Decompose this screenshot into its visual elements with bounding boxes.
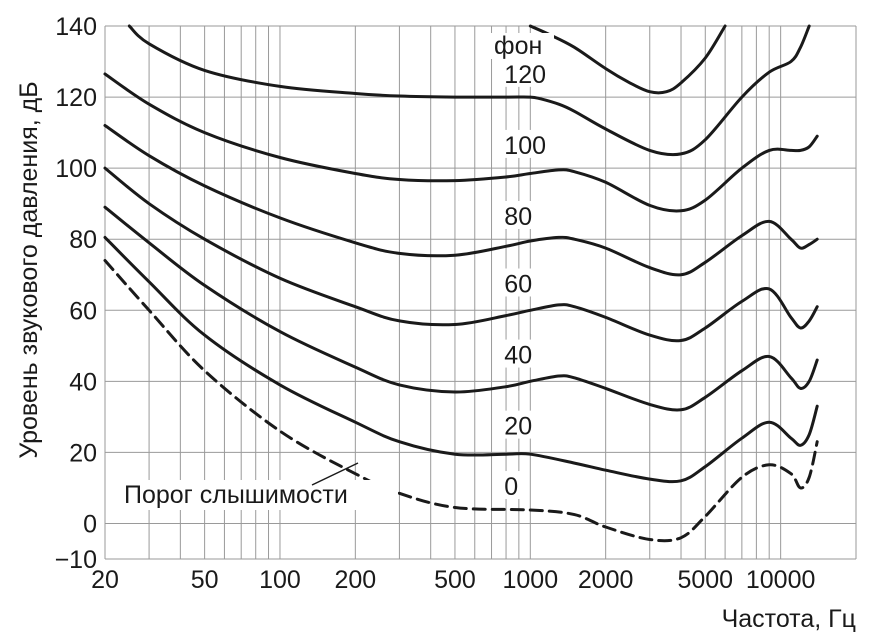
x-tick-label-100: 100: [259, 566, 301, 594]
curve-label-bg-120: [499, 58, 552, 87]
y-tick-label-0: 0: [83, 510, 97, 538]
threshold-label-bg: [118, 480, 398, 510]
curve-label-bg-20: [499, 410, 538, 439]
x-tick-label-1000: 1000: [502, 566, 558, 594]
curve-label-bg-0: [499, 471, 524, 500]
y-axis-title: Уровень звукового давления, дБ: [15, 81, 43, 458]
curve-upper-phon: [528, 24, 727, 95]
x-tick-label-10000: 10000: [746, 566, 816, 594]
x-tick-label-2000: 2000: [578, 566, 634, 594]
x-tick-label-50: 50: [191, 566, 219, 594]
y-tick-label-20: 20: [69, 439, 97, 467]
curve-label-60: 60: [504, 271, 532, 299]
x-tick-label-500: 500: [434, 566, 476, 594]
curve-labels: фон Порог слышимости 0 20 40 60 80 100 120: [118, 32, 554, 510]
curve-label-120: 120: [504, 61, 546, 89]
curve-label-40: 40: [504, 342, 532, 370]
curve-100-phon: [103, 72, 819, 213]
threshold-label: Порог слышимости: [124, 481, 348, 509]
curve-20-phon: [103, 235, 819, 484]
y-tick-label-40: 40: [69, 368, 97, 396]
y-tick-label-80: 80: [69, 226, 97, 254]
x-tick-label-5000: 5000: [677, 566, 733, 594]
curve-60-phon: [103, 166, 819, 343]
y-tick-label--10: −10: [55, 546, 97, 574]
x-axis-title: Частота, Гц: [722, 605, 856, 633]
x-tick-labels: 20 50 100 200 500 1000 2000 5000 10000: [91, 566, 815, 594]
curve-label-bg-60: [499, 268, 538, 297]
x-tick-label-20: 20: [91, 566, 119, 594]
x-tick-label-200: 200: [334, 566, 376, 594]
curve-label-80: 80: [504, 203, 532, 231]
curve-label-bg-100: [499, 129, 552, 158]
curve-label-100: 100: [504, 132, 546, 160]
curve-80-phon: [103, 124, 819, 277]
threshold-leader-line: [311, 462, 359, 486]
curve-0-phon: [103, 259, 819, 543]
unit-label: фон: [494, 32, 542, 60]
curve-label-20: 20: [504, 413, 532, 441]
unit-label-bg: [490, 33, 554, 59]
curve-120-phon: [127, 24, 811, 157]
y-tick-label-60: 60: [69, 297, 97, 325]
curve-label-0: 0: [504, 473, 518, 501]
loudness-curves: [103, 24, 819, 543]
y-tick-label-140: 140: [55, 13, 97, 41]
y-tick-labels: 140 120 100 80 60 40 20 0 −10: [55, 13, 97, 574]
y-tick-label-120: 120: [55, 84, 97, 112]
y-tick-label-100: 100: [55, 155, 97, 183]
curve-label-bg-40: [499, 339, 538, 368]
curve-label-bg-80: [499, 200, 538, 229]
curve-40-phon: [103, 205, 819, 412]
